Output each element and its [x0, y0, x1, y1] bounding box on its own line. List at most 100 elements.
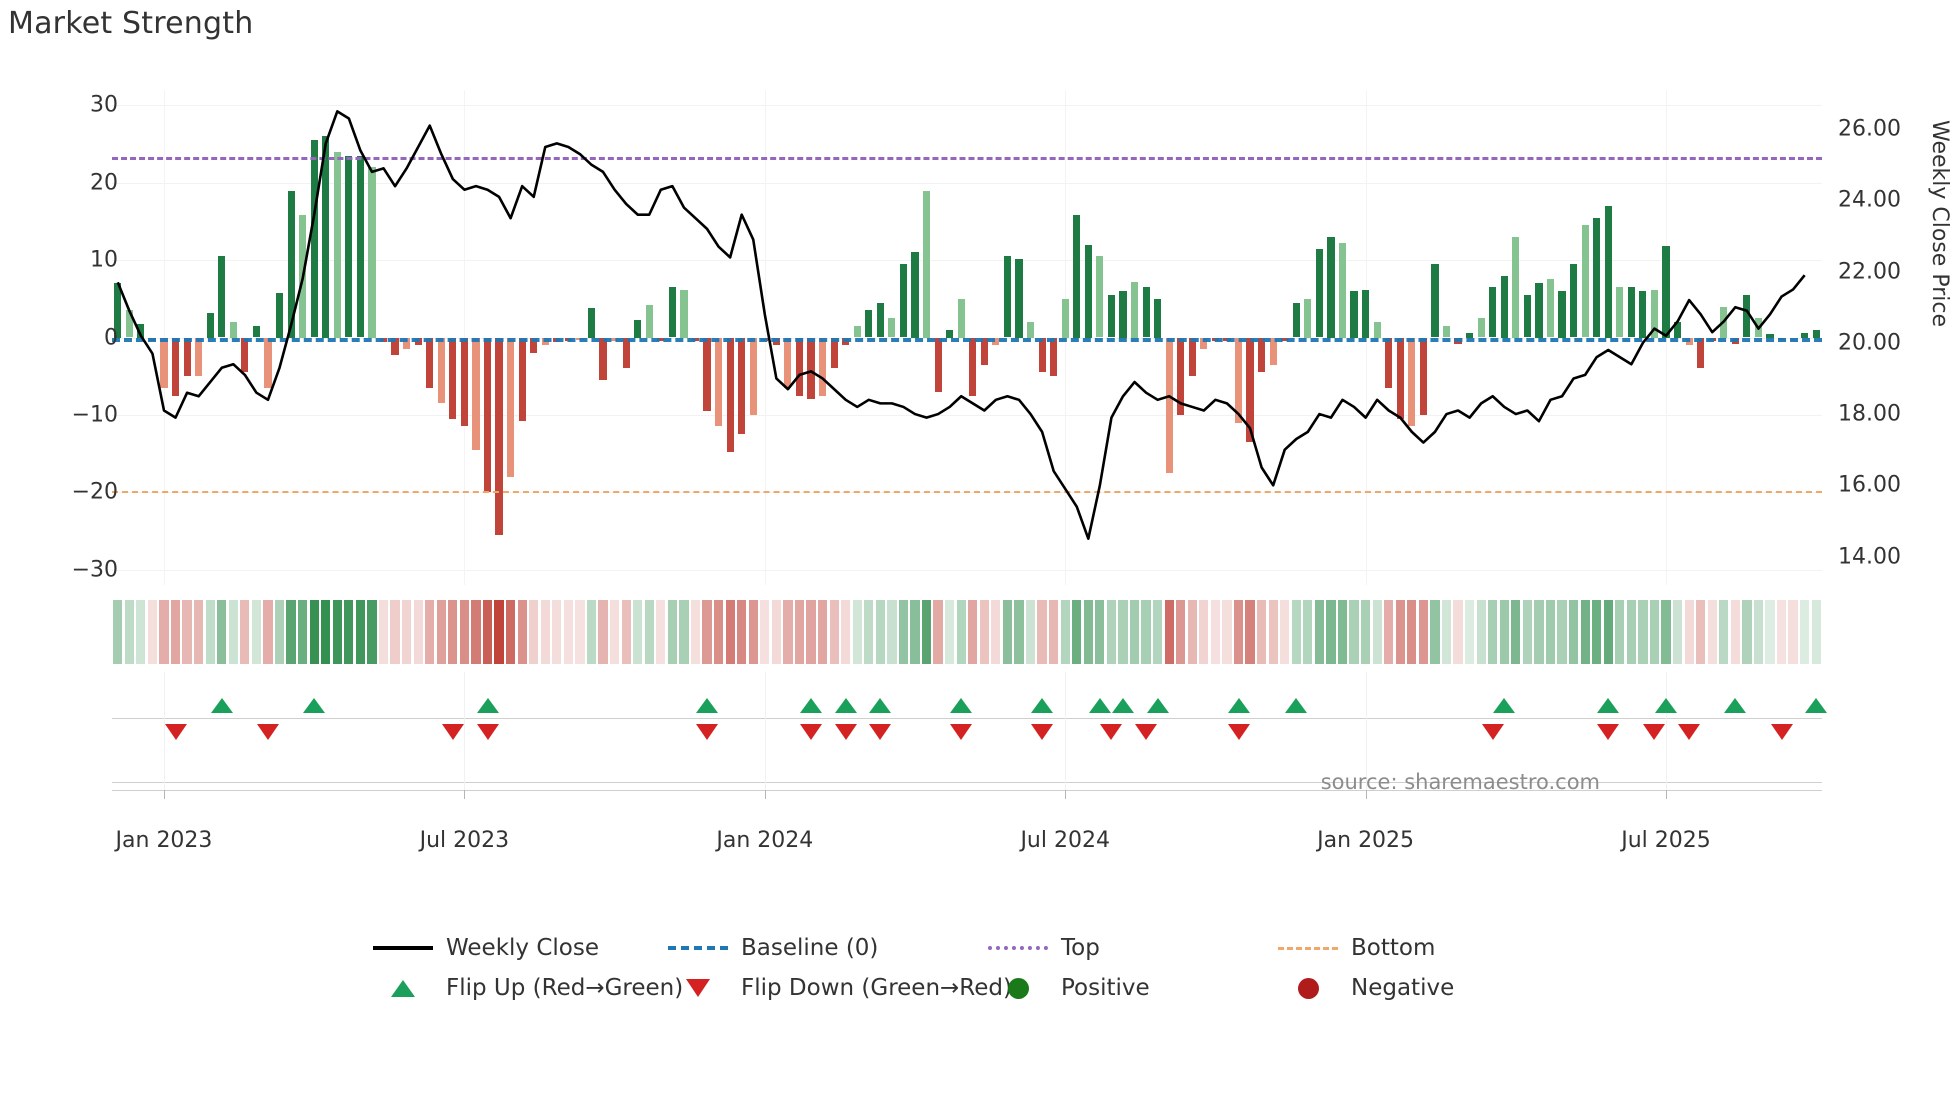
- heat-strip-cell: [794, 600, 805, 664]
- legend-item[interactable]: Bottom: [1275, 928, 1435, 968]
- legend-key: [665, 979, 731, 997]
- legend-item[interactable]: Flip Up (Red→Green): [370, 968, 683, 1008]
- x-tick-label: Jan 2024: [716, 828, 814, 853]
- heat-strip-cell: [113, 600, 123, 664]
- legend-item[interactable]: Weekly Close: [370, 928, 599, 968]
- heat-strip-cell: [690, 600, 701, 664]
- strength-bar: [275, 292, 284, 338]
- strength-bar: [530, 337, 538, 353]
- heat-strip-cell: [898, 600, 909, 664]
- legend-key: [985, 946, 1051, 950]
- strength-bar: [1396, 337, 1404, 419]
- heat-strip-cell: [1788, 600, 1798, 664]
- flip-down-marker: [1100, 724, 1123, 740]
- strength-bar: [1604, 206, 1612, 338]
- x-tick-label: Jul 2025: [1621, 828, 1711, 853]
- heat-strip-cell: [448, 600, 458, 664]
- heat-strip-cell: [702, 600, 712, 664]
- heat-strip-cell: [1280, 600, 1290, 664]
- legend-item[interactable]: Negative: [1275, 968, 1454, 1008]
- flip-down-marker: [1643, 724, 1666, 740]
- flip-band-gridline: [163, 672, 165, 792]
- strength-bar: [1246, 337, 1254, 442]
- strength-bar: [1570, 264, 1578, 338]
- legend-key: [665, 946, 731, 950]
- heat-strip-cell: [1360, 600, 1371, 664]
- gridline-h: [112, 414, 1822, 416]
- strength-bar: [252, 325, 260, 338]
- strength-bar: [738, 337, 746, 435]
- strength-bar: [287, 190, 295, 338]
- negative-circle-icon: [1297, 977, 1319, 999]
- x-tick-mark: [1365, 790, 1367, 799]
- heat-strip-cell: [378, 600, 389, 664]
- heat-strip-cell: [1638, 600, 1648, 664]
- flip-up-marker: [210, 698, 233, 713]
- x-tick-mark: [163, 790, 165, 799]
- heat-strip-cell: [621, 600, 631, 664]
- heat-strip-cell: [321, 600, 331, 664]
- legend-item[interactable]: Flip Down (Green→Red): [665, 968, 1012, 1008]
- strength-bar: [1084, 244, 1092, 338]
- heat-strip-cell: [748, 600, 758, 664]
- strength-bar: [241, 337, 249, 373]
- strength-bar: [934, 337, 942, 392]
- strength-bar: [1558, 291, 1566, 338]
- flip-up-marker: [1146, 698, 1169, 713]
- heat-strip-cell: [505, 600, 516, 664]
- strength-bar: [1593, 217, 1601, 338]
- heat-strip-cell: [1464, 600, 1475, 664]
- flip-down-marker: [441, 724, 464, 740]
- y-tick-right: 18.00: [1838, 401, 1901, 427]
- strength-bar: [784, 337, 792, 388]
- flip-down-marker: [256, 724, 279, 740]
- strength-bar: [599, 337, 607, 381]
- flip-up-marker: [303, 698, 326, 713]
- flip-up-marker: [834, 698, 857, 713]
- heat-strip-cell: [1233, 600, 1244, 664]
- legend-item[interactable]: Baseline (0): [665, 928, 878, 968]
- y-tick-right: 20.00: [1838, 330, 1901, 356]
- heat-strip-cell: [563, 600, 573, 664]
- baseline-reference-line: [112, 337, 1822, 342]
- heat-strip-cell: [771, 600, 781, 664]
- heat-strip-cell: [1222, 600, 1232, 664]
- strength-bar: [1038, 337, 1046, 373]
- legend-item[interactable]: Top: [985, 928, 1100, 968]
- strength-bar: [1373, 322, 1381, 338]
- heat-strip-cell: [1592, 600, 1602, 664]
- strength-bar: [356, 155, 364, 338]
- strength-bar: [218, 256, 226, 338]
- strength-bar: [449, 337, 457, 419]
- strength-bar: [1766, 334, 1774, 338]
- heat-strip-cell: [1095, 600, 1105, 664]
- heat-strip-cell: [598, 600, 608, 664]
- strength-bar: [622, 337, 630, 369]
- heat-strip-cell: [425, 600, 435, 664]
- y-tick-left: 10: [90, 247, 118, 273]
- strength-bar: [368, 167, 376, 338]
- heat-strip-cell: [1672, 600, 1683, 664]
- legend-item-label: Baseline (0): [741, 935, 879, 961]
- strength-bar: [1581, 225, 1589, 338]
- strength-bar: [888, 318, 896, 338]
- heat-strip-cell: [1176, 600, 1186, 664]
- heat-strip-cell: [1522, 600, 1532, 664]
- heat-strip-cell: [1337, 600, 1348, 664]
- strength-bar: [1130, 281, 1139, 338]
- strength-bar: [137, 323, 145, 338]
- heat-strip-cell: [910, 600, 920, 664]
- heat-strip-cell: [390, 600, 400, 664]
- heat-strip-cell: [1245, 600, 1255, 664]
- strength-bar: [645, 305, 653, 338]
- flip-down-marker: [1481, 724, 1504, 740]
- flip-band-gridline: [464, 672, 466, 792]
- strength-bar: [1650, 289, 1659, 338]
- legend-key: [1275, 977, 1341, 999]
- strength-bar: [1177, 337, 1185, 415]
- heat-strip-cell: [783, 600, 793, 664]
- heat-strip-cell: [1002, 600, 1013, 664]
- strength-bar: [1639, 291, 1647, 338]
- heat-strip-cell: [875, 600, 885, 664]
- legend-item[interactable]: Positive: [985, 968, 1150, 1008]
